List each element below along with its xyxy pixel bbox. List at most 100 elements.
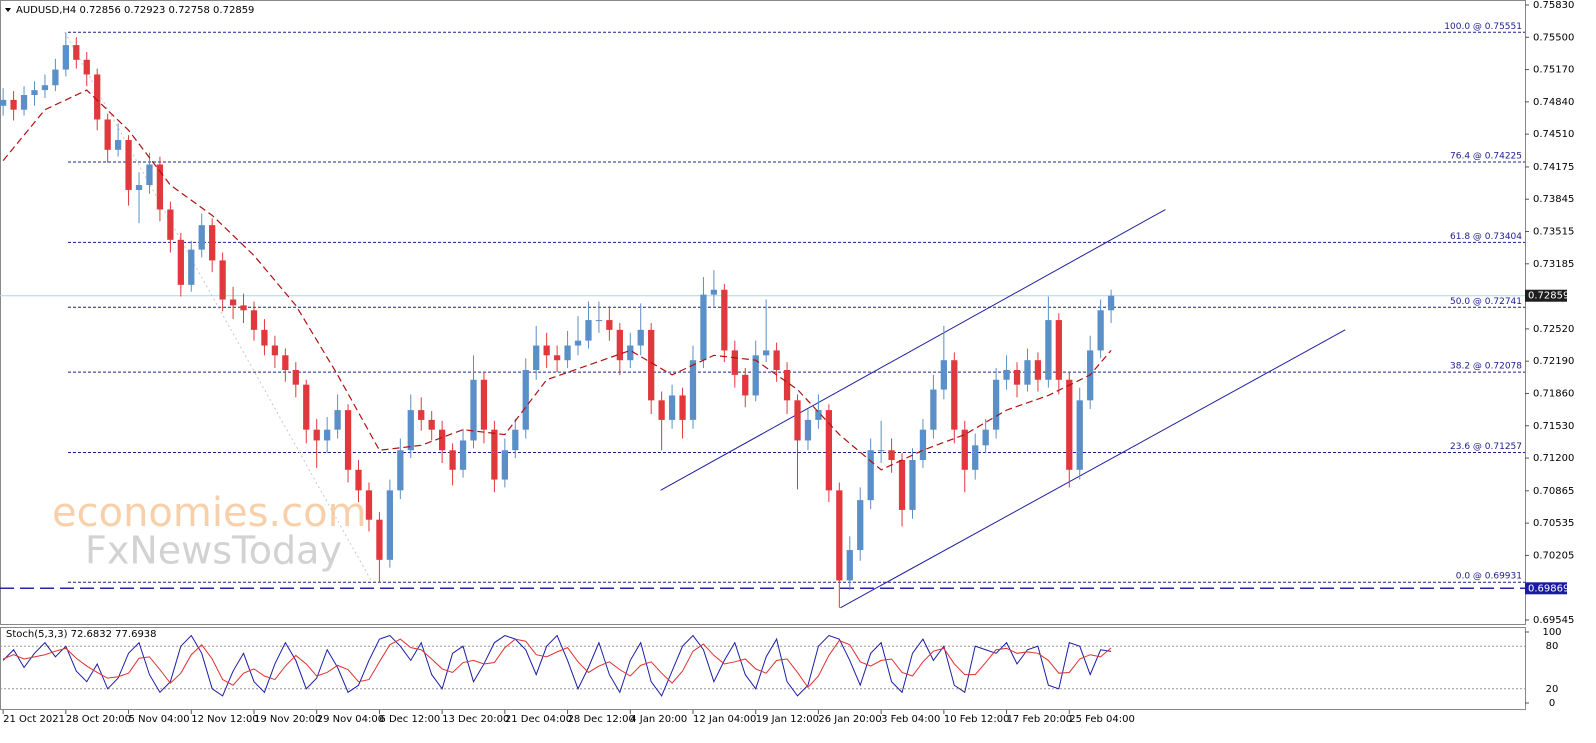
y-tick-label: 0.73845 [1533, 194, 1574, 205]
candle-body [909, 460, 916, 510]
candle-body [898, 460, 906, 510]
candle-body [689, 360, 697, 420]
x-tick-label: 12 Nov 12:00 [191, 714, 258, 725]
candle-body [522, 369, 529, 430]
stoch-line [2, 638, 1112, 689]
y-tick-label: 0.75500 [1533, 32, 1574, 43]
price-box [1525, 289, 1567, 302]
candle-body [804, 419, 812, 441]
x-tick-label: 25 Feb 04:00 [1069, 714, 1135, 725]
candle-body [219, 260, 226, 300]
y-tick-label: 0.71860 [1533, 388, 1574, 399]
price-label: 0.72859 [1528, 291, 1569, 302]
x-tick-label: 3 Feb 04:00 [881, 714, 940, 725]
trendline [840, 329, 1346, 609]
candle-body [721, 289, 728, 351]
candle-body [470, 379, 477, 441]
candle-body [83, 59, 90, 75]
candle-body [428, 419, 435, 430]
candle-body [846, 550, 853, 581]
chart-title: AUDUSD,H4 0.72856 0.72923 0.72758 0.7285… [16, 5, 254, 16]
x-tick-label: 6 Dec 12:00 [379, 714, 440, 725]
candle-body [114, 140, 122, 150]
fib-label: 61.8 @ 0.73404 [1450, 232, 1522, 242]
candle-body [658, 400, 665, 420]
y-tick-label: 0.75830 [1533, 0, 1574, 11]
candle-body [595, 320, 603, 322]
candle-body [867, 450, 874, 501]
candle-body [763, 350, 770, 356]
y-tick-label: 0.70865 [1533, 486, 1574, 497]
candle-body [104, 119, 111, 150]
candle-body [1034, 360, 1042, 380]
candle-body [982, 429, 989, 446]
price-label: 0.69869 [1528, 583, 1569, 594]
candle-body [930, 389, 937, 430]
candle-body [125, 140, 132, 190]
y-tick-label: 80 [1546, 641, 1559, 652]
candle-body [1013, 369, 1021, 385]
candle-body [627, 345, 634, 361]
stoch-frame [0, 627, 1526, 710]
candle-body [606, 320, 613, 330]
y-tick-label: 0.71530 [1533, 421, 1574, 432]
x-tick-label: 29 Nov 04:00 [317, 714, 384, 725]
moving-average [2, 89, 1112, 471]
candle-body [501, 450, 508, 480]
collapse-icon [5, 8, 11, 12]
candle-body [459, 440, 467, 470]
candle-body [637, 329, 644, 346]
candle-body [679, 395, 686, 420]
candle-body [41, 85, 49, 91]
price-box [1525, 582, 1567, 595]
x-tick-label: 13 Dec 20:00 [442, 714, 509, 725]
candle-body [94, 74, 101, 120]
candle-body [177, 239, 184, 285]
candle-body [188, 249, 195, 285]
x-tick-label: 5 Nov 04:00 [129, 714, 190, 725]
candle-body [313, 429, 320, 441]
candle-body [533, 345, 540, 370]
candle-body [919, 429, 927, 461]
candle-body [355, 469, 362, 491]
candle-body [512, 429, 519, 451]
candle-body [324, 429, 331, 441]
candle-body [857, 500, 864, 551]
candle-body [585, 320, 592, 341]
candle-body [62, 45, 69, 70]
candle-body [574, 340, 582, 346]
candle-body [261, 329, 268, 346]
candle-body [438, 429, 446, 451]
watermark: FxNewsToday [85, 529, 342, 573]
y-tick-label: 20 [1546, 684, 1559, 695]
candle-body [52, 69, 59, 86]
x-tick-label: 21 Oct 2021 [3, 714, 65, 725]
candle-body [940, 360, 947, 390]
candle-body [992, 379, 1000, 430]
y-tick-label: 0 [1549, 698, 1555, 709]
x-tick-label: 28 Oct 20:00 [66, 714, 131, 725]
y-tick-label: 0.75170 [1533, 65, 1574, 76]
x-tick-label: 19 Nov 20:00 [254, 714, 321, 725]
candle-body [961, 429, 968, 470]
candle-body [815, 410, 822, 420]
candle-body [282, 355, 289, 370]
candle-body [480, 379, 488, 430]
candle-body [240, 305, 247, 311]
candle-body [1097, 310, 1104, 351]
candle-body [1045, 320, 1052, 380]
candle-body [156, 164, 164, 210]
candle-body [825, 410, 833, 491]
candle-body [752, 355, 759, 396]
candle-body [73, 45, 80, 60]
candle-body [1055, 320, 1062, 380]
y-tick-label: 0.74840 [1533, 97, 1574, 108]
candle-body [334, 410, 341, 430]
stoch-line [2, 634, 1112, 697]
candle-body [700, 294, 707, 361]
x-tick-label: 10 Feb 12:00 [944, 714, 1010, 725]
stoch-title: Stoch(5,3,3) 72.6832 77.6938 [6, 629, 157, 640]
candle-body [0, 99, 7, 106]
x-tick-label: 21 Dec 04:00 [505, 714, 572, 725]
